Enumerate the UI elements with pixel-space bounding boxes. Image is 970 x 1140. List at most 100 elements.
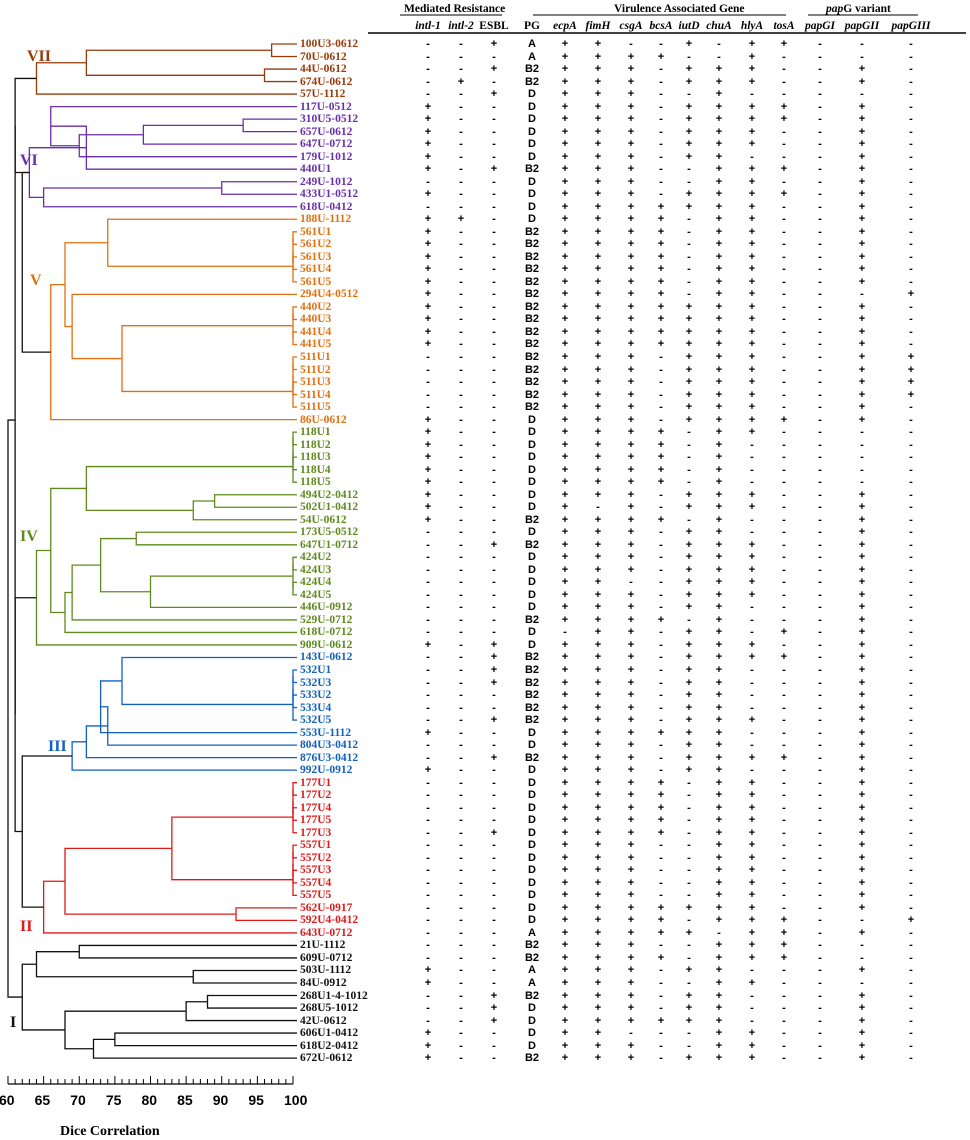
cell-papGII: - [860,438,864,451]
cell-hlyA: - [750,613,754,626]
cell-tosA: - [782,288,786,301]
cell-iutD: + [685,764,693,777]
cell-papGI: - [818,363,822,376]
cell-csgA: + [627,250,635,263]
cell-bcsA: - [659,851,663,864]
cell-iutD: - [687,1039,691,1052]
cell-papGII: + [858,689,866,702]
cell-papGI: - [818,213,822,226]
cell-ecpA: + [561,488,569,501]
cell-iutD: - [687,613,691,626]
cell-intl1: - [426,739,430,752]
cell-tosA: - [782,551,786,564]
cell-papGI: - [818,613,822,626]
cell-chuA: + [715,951,723,964]
cell-pg: B2 [524,288,540,301]
cell-pg: B2 [524,613,540,626]
cell-esbl: - [492,351,496,363]
cell-intl1: - [426,876,430,889]
cell-pg: D [528,188,536,201]
cell-papGI: - [818,563,822,576]
dendrogram-tree [7,43,297,1059]
isolate-label: 557U4 [300,876,332,889]
cell-bcsA: + [657,513,665,526]
cell-papGI: - [818,426,822,439]
cell-papGII: - [860,476,864,489]
cell-ecpA: + [561,951,569,964]
cell-papGI: - [818,338,822,351]
cell-fimH: + [594,764,602,777]
cell-intl2: - [459,701,463,714]
cell-pg: B2 [524,714,540,727]
isolate-label: 529U-0712 [300,613,353,626]
cell-bcsA: + [657,263,665,276]
cell-intl2: - [459,250,463,263]
cell-fimH: + [594,951,602,964]
cell-intl2: - [459,964,463,977]
cell-csgA: + [627,313,635,326]
cell-chuA: + [715,88,723,101]
cell-hlyA: - [750,150,754,163]
cell-papGII: - [860,463,864,476]
cell-papGII: + [858,726,866,739]
axis-tick-label: 65 [34,1092,51,1108]
cell-csgA: + [627,125,635,138]
cell-papGII: - [860,951,864,964]
cell-tosA: - [782,138,786,151]
cell-iutD: + [685,113,693,126]
cell-ecpA: + [561,513,569,526]
cell-intl2: - [459,488,463,501]
cell-intl1: + [424,513,432,526]
dendrogram-branch [7,419,23,998]
cell-ecpA: + [561,851,569,864]
cell-bcsA: + [657,951,665,964]
cell-chuA: + [715,463,723,476]
cell-ecpA: + [561,188,569,201]
axis-tick-label: 85 [177,1092,193,1108]
cell-hlyA: + [748,426,756,439]
cell-intl1: + [424,250,432,263]
isolate-label: 84U-0912 [300,977,347,989]
isolate-label: 876U3-0412 [300,751,359,764]
cell-intl1: + [424,225,432,238]
cell-fimH: + [594,263,602,276]
cell-pg: D [528,113,536,126]
cell-papGI: - [818,951,822,964]
cell-papGII: + [858,188,866,201]
cell-hlyA: - [750,689,754,702]
cell-intl2: - [459,726,463,739]
cell-esbl: - [492,426,496,439]
cell-papGI: - [818,401,822,414]
cell-hlyA: + [748,175,756,188]
cell-pg: B2 [524,388,540,401]
cell-papGII: + [858,563,866,576]
cell-papGII: + [858,113,866,126]
cell-tosA: - [782,789,786,802]
cell-papGIII: - [909,501,913,514]
cell-intl2: - [459,325,463,338]
cell-csgA: + [627,776,635,789]
cell-papGIII: + [907,914,915,927]
cell-papGII: + [858,814,866,827]
cell-pg: D [528,213,536,226]
cell-csgA: - [629,576,633,589]
cell-intl2: - [459,801,463,814]
isolate-label: 804U3-0412 [300,739,359,752]
cell-ecpA: + [561,714,569,727]
cell-papGI: - [818,175,822,188]
cell-chuA: + [715,488,723,501]
cell-bcsA: + [657,451,665,464]
cell-pg: D [528,88,536,101]
cell-hlyA: - [750,764,754,777]
cell-ecpA: + [561,476,569,489]
cell-esbl: - [492,100,496,113]
cell-papGII: + [858,351,866,363]
cell-hlyA: + [748,576,756,589]
isolate-label: 557U5 [300,889,332,902]
isolate-label: 118U3 [300,451,331,464]
cell-fimH: + [594,801,602,814]
cell-pg: D [528,789,536,802]
cell-ecpA: + [561,113,569,126]
cell-chuA: + [715,351,723,363]
cell-iutD: - [687,939,691,952]
